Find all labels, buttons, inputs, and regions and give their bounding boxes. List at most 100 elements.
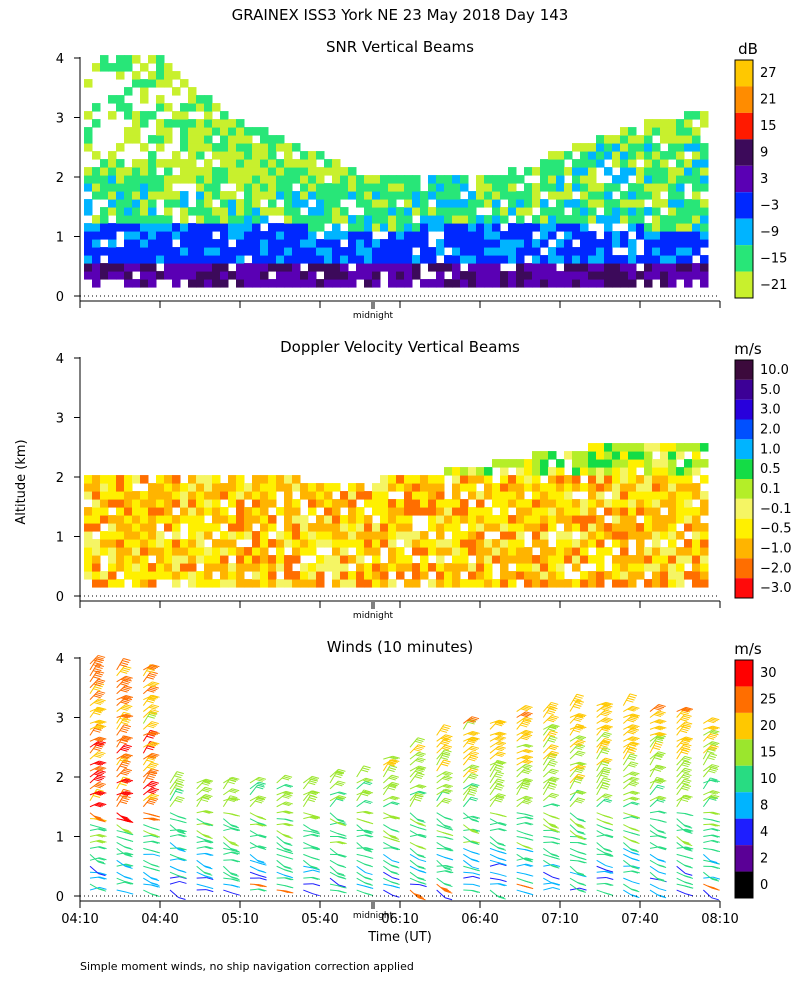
wind-barb	[543, 847, 560, 858]
wind-barb-flag	[125, 819, 133, 823]
wind-barb-flag	[178, 849, 186, 853]
heatmap-cell	[588, 143, 597, 152]
wind-barb-flag	[600, 720, 608, 724]
wind-barb-flag	[149, 798, 157, 802]
wind-barb	[516, 749, 534, 754]
wind-barb-flag	[94, 674, 102, 678]
wind-barb-flag	[550, 770, 558, 774]
heatmap-cell	[572, 167, 581, 176]
heatmap-cell	[300, 491, 309, 500]
heatmap-cell	[172, 571, 181, 580]
wind-barb-flag	[524, 837, 532, 841]
heatmap-cell	[572, 547, 581, 556]
wind-barb-flag	[126, 891, 134, 895]
wind-barb	[356, 889, 374, 897]
wind-barb-flag	[97, 707, 105, 711]
wind-barb-flag	[95, 700, 103, 704]
heatmap-cell	[252, 239, 261, 248]
heatmap-cell	[204, 135, 213, 144]
heatmap-cell	[652, 467, 661, 476]
heatmap-cell	[260, 475, 269, 484]
heatmap-cell	[372, 507, 381, 516]
heatmap-cell	[404, 263, 413, 272]
wind-barb-flag	[284, 856, 292, 860]
heatmap-cell	[540, 255, 549, 264]
heatmap-cell	[588, 263, 597, 272]
wind-barb-flag	[150, 893, 159, 897]
heatmap-cell	[84, 207, 93, 216]
heatmap-cell	[684, 539, 693, 548]
heatmap-cell	[540, 167, 549, 176]
heatmap-cell	[324, 159, 333, 168]
heatmap-cell	[276, 563, 285, 572]
heatmap-cell	[164, 547, 173, 556]
wind-barb-flag	[550, 803, 559, 807]
heatmap-cell	[132, 515, 141, 524]
wind-barb-flag	[605, 869, 614, 873]
wind-barb	[276, 801, 293, 808]
wind-barb	[303, 847, 321, 851]
heatmap-cell	[412, 223, 421, 232]
heatmap-cell	[284, 207, 293, 216]
wind-barb-flag	[98, 819, 106, 823]
heatmap-cell	[436, 539, 445, 548]
wind-barb-flag	[576, 775, 584, 779]
wind-barb-flag	[97, 872, 106, 876]
heatmap-cell	[644, 451, 653, 460]
heatmap-cell	[476, 263, 485, 272]
wind-barb-flag	[93, 743, 102, 747]
wind-barb-flag	[232, 892, 240, 896]
heatmap-cell	[180, 223, 189, 232]
heatmap-cell	[140, 119, 149, 128]
heatmap-cell	[548, 279, 557, 288]
wind-barb	[303, 833, 320, 838]
wind-barb-flag	[285, 849, 293, 853]
wind-barb-flag	[630, 716, 638, 720]
heatmap-cell	[428, 247, 437, 256]
heatmap-cell	[84, 79, 93, 88]
heatmap-cell	[356, 555, 365, 564]
wind-barb-flag	[442, 791, 450, 795]
heatmap-cell	[508, 175, 517, 184]
heatmap-cell	[516, 279, 525, 288]
heatmap-cell	[356, 483, 365, 492]
heatmap-cell	[524, 223, 533, 232]
wind-barb	[356, 824, 373, 835]
wind-barb-flag	[522, 782, 531, 786]
midnight-label: midnight	[353, 611, 394, 621]
wind-barb-flag	[364, 855, 372, 859]
wind-barb-flag	[471, 819, 480, 823]
heatmap-cell	[268, 239, 277, 248]
heatmap-cell	[380, 563, 389, 572]
y-tick-label: 2	[56, 171, 64, 186]
heatmap-cell	[556, 215, 565, 224]
wind-barb-flag	[335, 821, 343, 825]
heatmap-cell	[196, 579, 205, 588]
heatmap-cell	[516, 207, 525, 216]
heatmap-cell	[188, 563, 197, 572]
heatmap-cell	[220, 223, 229, 232]
wind-barb-flag	[444, 856, 452, 860]
wind-barb	[409, 765, 427, 772]
wind-barb	[463, 865, 480, 872]
heatmap-cell	[548, 215, 557, 224]
wind-barb-flag	[365, 877, 373, 881]
wind-barb-flag	[575, 823, 583, 827]
heatmap-cell	[396, 263, 405, 272]
heatmap-cell	[612, 491, 621, 500]
wind-barb	[623, 801, 640, 808]
wind-barb-flag	[521, 722, 529, 726]
heatmap-cell	[676, 167, 685, 176]
wind-barb-flag	[174, 799, 182, 803]
wind-barb-flag	[496, 842, 505, 846]
heatmap-cell	[228, 119, 237, 128]
heatmap-cell	[452, 563, 461, 572]
heatmap-cell	[140, 167, 149, 176]
heatmap-cell	[452, 523, 461, 532]
wind-barb	[463, 875, 481, 879]
wind-barb-flag	[497, 857, 505, 861]
heatmap-cell	[476, 515, 485, 524]
heatmap-cell	[188, 483, 197, 492]
wind-barb-flag	[123, 769, 131, 773]
heatmap-cell	[492, 523, 501, 532]
